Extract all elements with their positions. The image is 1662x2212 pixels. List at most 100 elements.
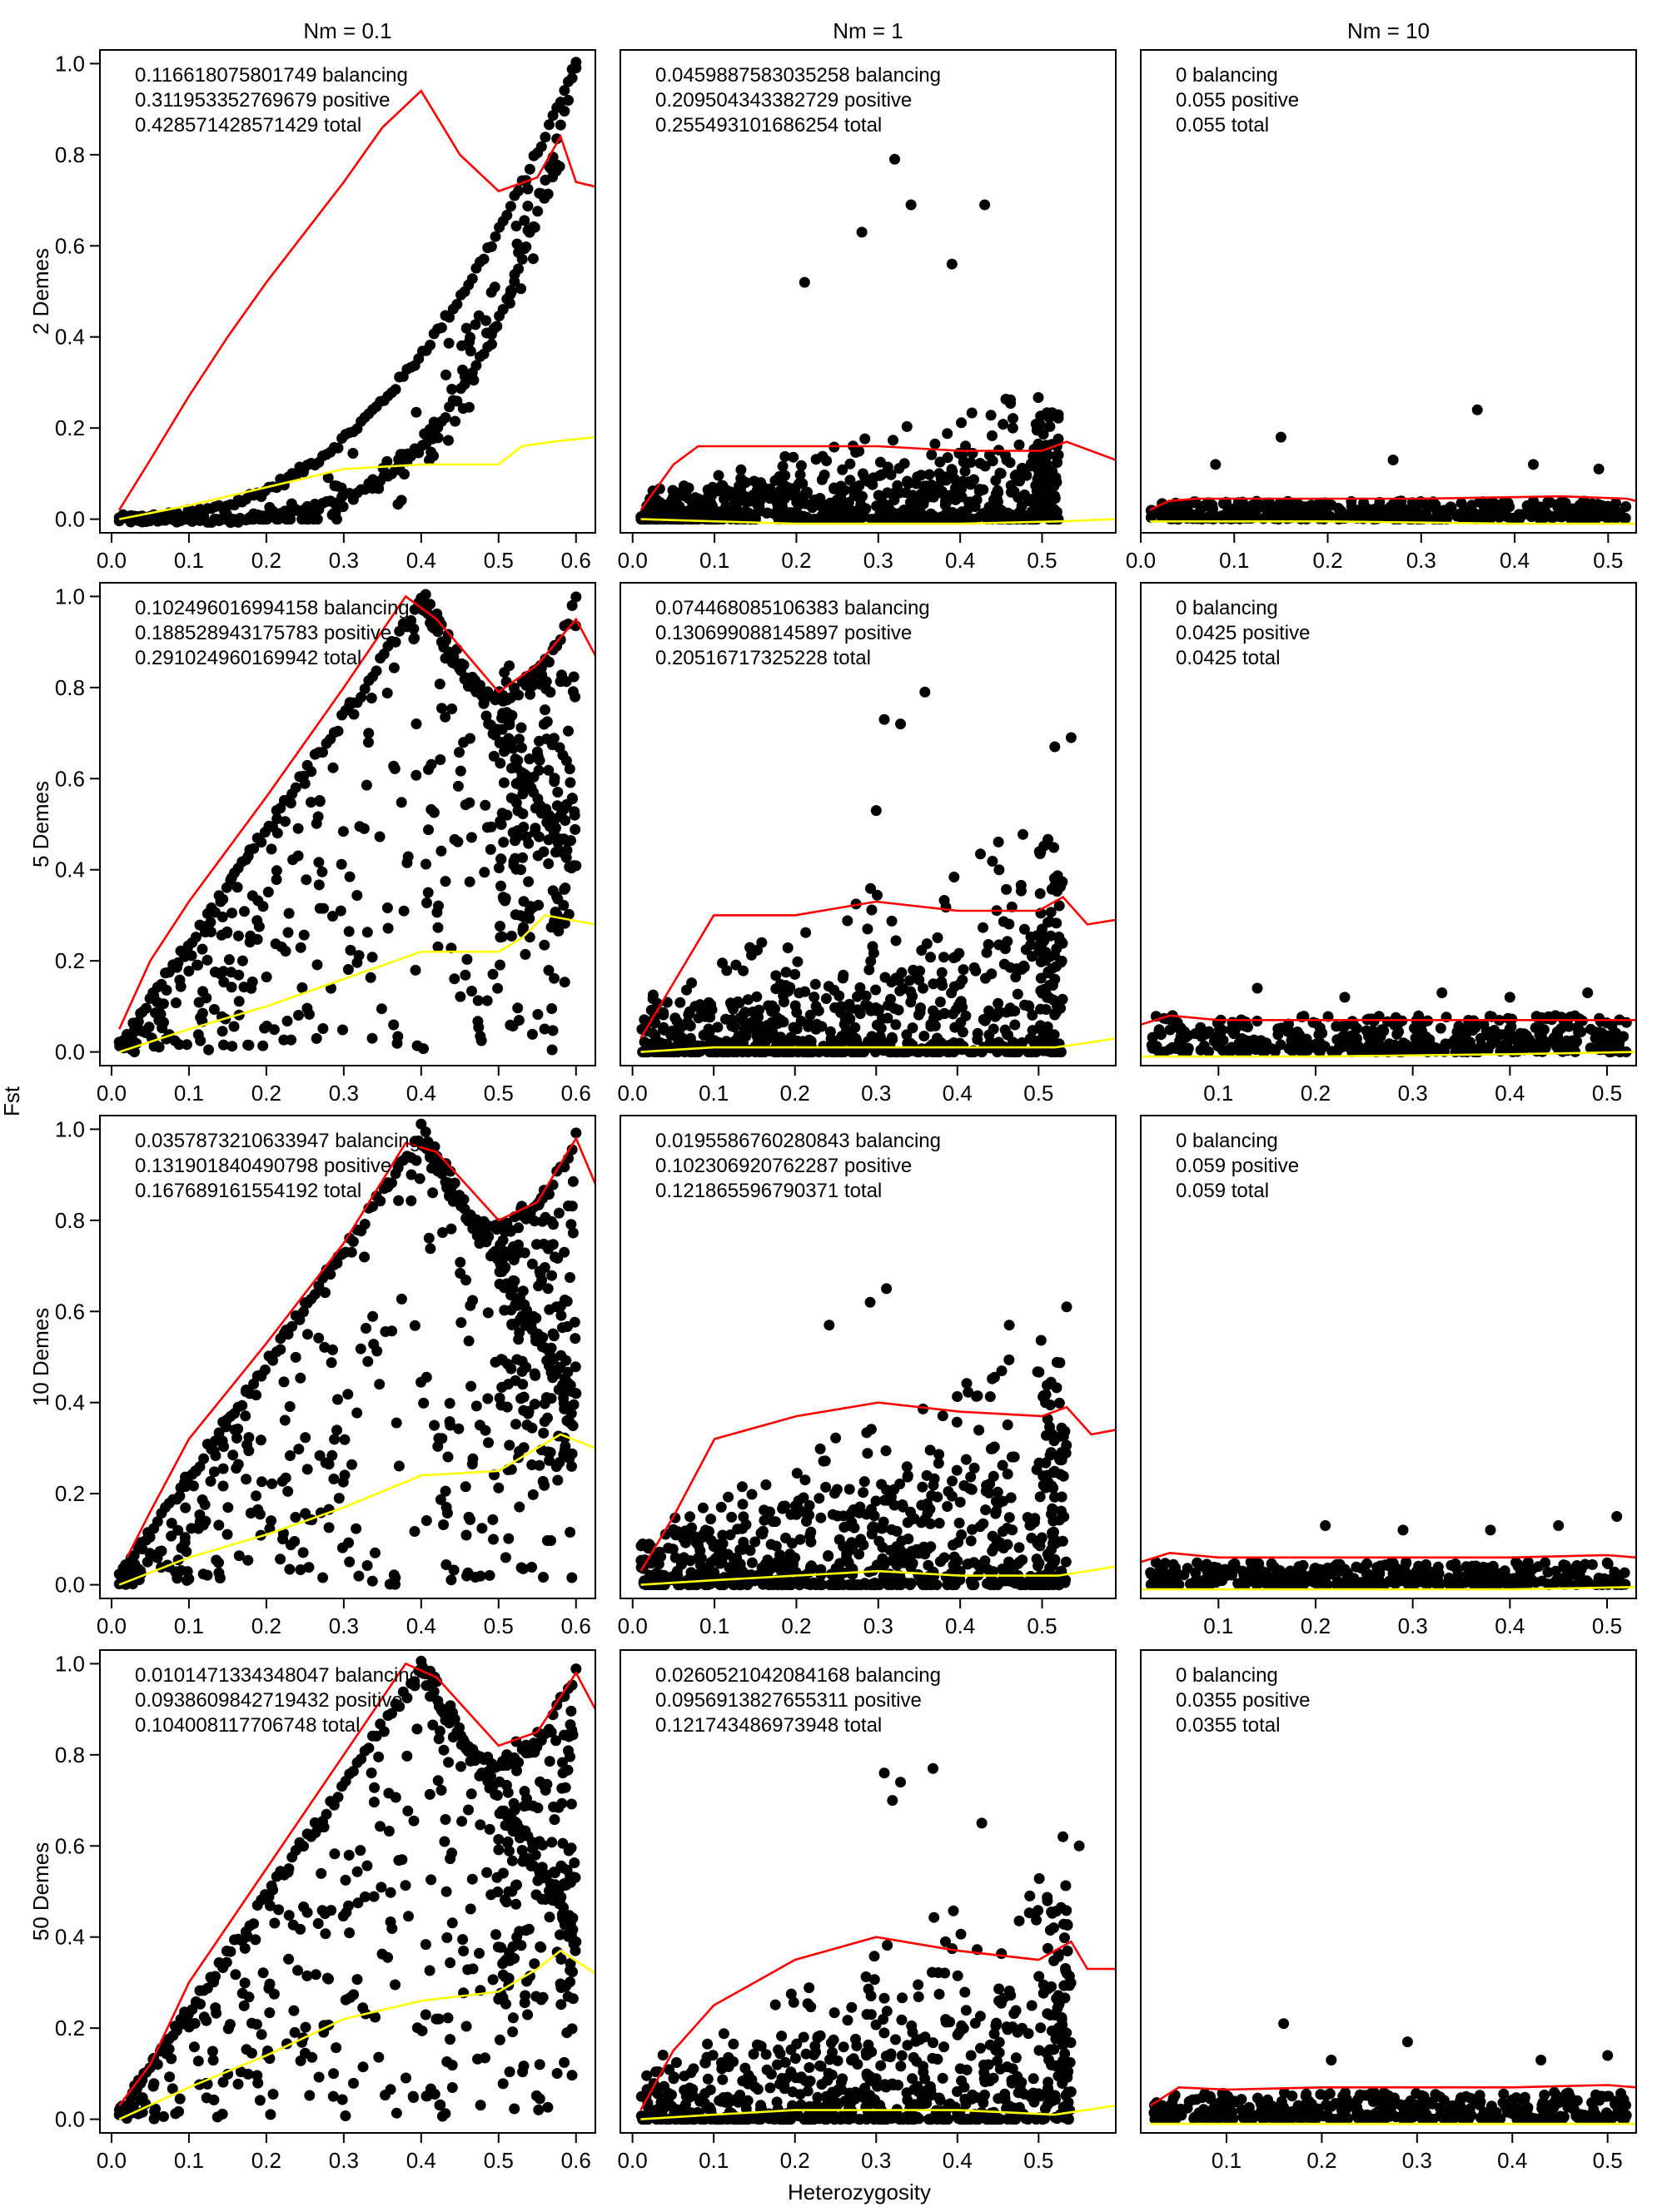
data-point bbox=[545, 1342, 557, 1354]
data-point bbox=[1053, 1397, 1065, 1409]
y-tick-label: 0.2 bbox=[55, 1481, 85, 1506]
data-point bbox=[568, 1399, 580, 1410]
data-point bbox=[296, 982, 308, 993]
data-point bbox=[408, 634, 420, 644]
data-point bbox=[1472, 512, 1484, 524]
data-point bbox=[1182, 1042, 1194, 1054]
data-point bbox=[271, 828, 283, 839]
data-point bbox=[251, 1490, 261, 1502]
panel-3-2: 0.0 0.1 0.2 0.3 0.4 0.50.0195586760280843 bal… bbox=[618, 1115, 1117, 1638]
data-point bbox=[752, 500, 764, 511]
data-point bbox=[1517, 1031, 1529, 1043]
x-axis-title: Heterozygosity bbox=[788, 2180, 931, 2205]
data-point bbox=[1025, 939, 1037, 951]
points-layer bbox=[1145, 404, 1632, 525]
data-point bbox=[1351, 509, 1362, 520]
data-point bbox=[974, 458, 986, 469]
data-point bbox=[907, 991, 918, 1002]
data-point bbox=[565, 1527, 576, 1538]
data-point bbox=[1005, 398, 1017, 409]
data-point bbox=[188, 1480, 199, 1492]
data-point bbox=[565, 1219, 577, 1230]
data-point bbox=[1049, 493, 1061, 505]
data-point bbox=[1007, 1559, 1018, 1571]
data-point bbox=[566, 1572, 578, 1583]
data-point bbox=[361, 927, 373, 938]
data-point bbox=[320, 1287, 331, 1299]
data-point bbox=[868, 1521, 878, 1533]
data-point bbox=[737, 1499, 749, 1510]
data-point bbox=[936, 1037, 948, 1049]
data-point bbox=[339, 1469, 351, 1481]
data-point bbox=[226, 907, 237, 919]
data-point bbox=[1033, 470, 1045, 482]
data-point bbox=[997, 1459, 1008, 1471]
data-point bbox=[801, 1515, 812, 1527]
data-point bbox=[1006, 1451, 1018, 1463]
lower-quantile-line bbox=[1150, 520, 1636, 525]
data-point bbox=[864, 1296, 876, 1308]
data-point bbox=[497, 695, 509, 707]
data-point bbox=[922, 1498, 933, 1509]
data-point bbox=[550, 165, 562, 176]
data-point bbox=[563, 725, 574, 737]
data-point bbox=[827, 504, 838, 515]
data-point bbox=[824, 1026, 836, 1037]
data-point bbox=[810, 1001, 822, 1012]
data-point bbox=[804, 1529, 816, 1541]
data-point bbox=[534, 831, 545, 843]
points-layer bbox=[635, 1283, 1072, 1591]
data-point bbox=[402, 851, 414, 862]
data-point bbox=[724, 997, 736, 1009]
data-point bbox=[261, 972, 272, 982]
data-point bbox=[717, 1546, 729, 1558]
data-point bbox=[650, 501, 662, 513]
data-point bbox=[894, 1479, 906, 1489]
data-point bbox=[513, 1334, 525, 1345]
data-point bbox=[749, 1536, 761, 1548]
data-point bbox=[361, 1323, 371, 1334]
data-point bbox=[803, 1018, 814, 1030]
data-point bbox=[236, 1399, 248, 1411]
data-point bbox=[221, 1529, 233, 1540]
data-point bbox=[886, 915, 898, 927]
data-point bbox=[425, 1162, 437, 1174]
data-point bbox=[537, 1332, 549, 1343]
data-point bbox=[852, 991, 863, 1002]
data-point bbox=[396, 1293, 407, 1305]
data-point bbox=[885, 469, 897, 480]
data-point bbox=[1229, 1026, 1240, 1038]
data-point bbox=[814, 1046, 825, 1058]
data-point bbox=[667, 1543, 679, 1555]
data-point bbox=[769, 1046, 780, 1058]
data-point bbox=[936, 485, 948, 497]
data-point bbox=[1585, 1042, 1596, 1054]
x-tick-label: 0.1 bbox=[174, 1081, 204, 1106]
data-point bbox=[520, 948, 531, 960]
data-point bbox=[987, 1373, 998, 1384]
data-point bbox=[485, 241, 497, 252]
data-point bbox=[1238, 1046, 1250, 1057]
data-point bbox=[712, 1021, 724, 1033]
data-point bbox=[882, 1494, 893, 1506]
data-point bbox=[181, 1039, 192, 1051]
data-point bbox=[853, 445, 865, 457]
data-point bbox=[1272, 1023, 1284, 1035]
data-point bbox=[295, 1564, 306, 1575]
data-point bbox=[371, 665, 382, 677]
data-point bbox=[486, 339, 497, 350]
data-point bbox=[797, 478, 809, 490]
data-point bbox=[540, 704, 550, 716]
data-point bbox=[1168, 500, 1180, 511]
data-point bbox=[942, 1046, 953, 1058]
stat-line: 0.0195586760280843 balancing bbox=[655, 1130, 941, 1152]
data-point bbox=[232, 514, 244, 525]
data-point bbox=[499, 745, 510, 757]
data-point bbox=[332, 1394, 343, 1405]
data-point bbox=[960, 1454, 972, 1465]
data-point bbox=[1061, 1301, 1072, 1313]
data-point bbox=[227, 1449, 239, 1461]
data-point bbox=[344, 871, 356, 882]
data-point bbox=[464, 401, 475, 413]
